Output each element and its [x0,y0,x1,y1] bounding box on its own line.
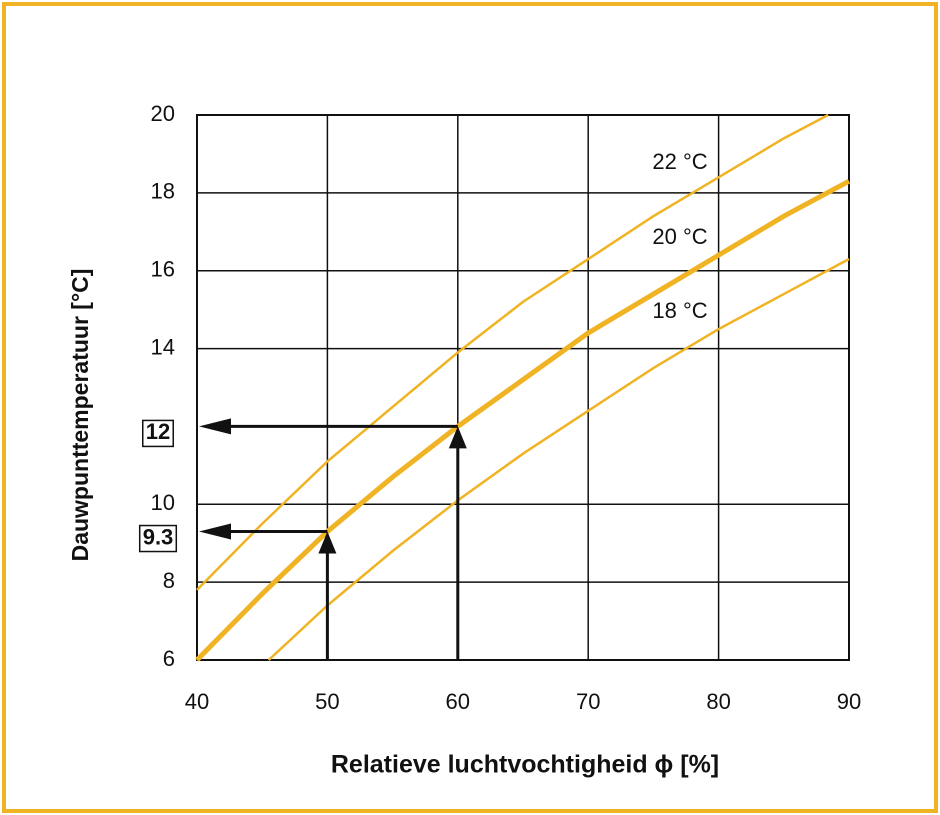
arrow-head [199,418,231,435]
x-tick-label: 90 [837,689,861,714]
annotation-label: 12 [146,419,170,444]
series-line [267,257,850,661]
series-label: 18 °C [652,298,707,323]
series-line [196,113,829,591]
y-tick-label: 18 [151,179,175,204]
annotation-box [142,419,174,448]
plot-border [196,114,850,661]
series-label: 20 °C [652,224,707,249]
x-tick-label: 70 [576,689,600,714]
y-axis-label: Dauwpunttemperatuur [°C] [67,269,93,562]
y-tick-label: 20 [151,101,175,126]
y-tick-label: 10 [151,490,175,515]
y-tick-label: 14 [151,334,175,359]
x-tick-label: 80 [706,689,730,714]
arrow-head [448,426,467,449]
x-tick-label: 50 [315,689,339,714]
y-tick-label: 6 [163,646,175,671]
series-line [195,178,851,662]
annotation-box [138,524,178,553]
arrow-head [318,531,337,554]
x-tick-label: 60 [446,689,470,714]
annotation-label: 9.3 [143,524,174,549]
y-tick-label: 8 [163,568,175,593]
x-axis-label: Relatieve luchtvochtigheid ϕ [%] [331,751,719,779]
x-tick-label: 40 [185,689,209,714]
y-tick-label: 16 [151,257,175,282]
series-label: 22 °C [652,149,707,174]
arrow-head [199,523,231,540]
